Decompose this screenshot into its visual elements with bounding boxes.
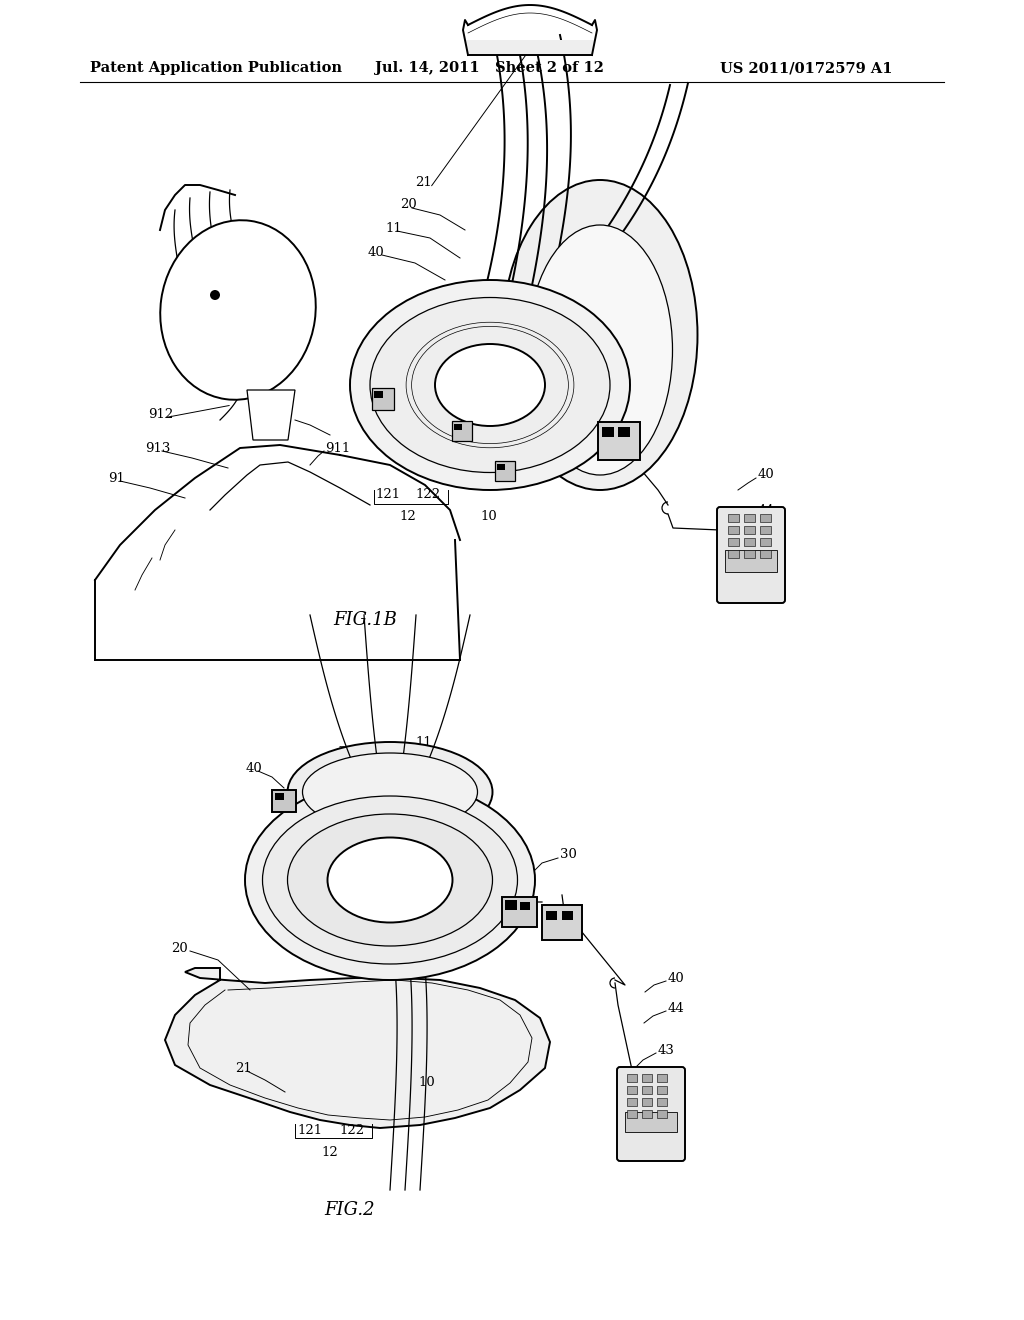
Text: 10: 10	[418, 1076, 435, 1089]
Polygon shape	[247, 389, 295, 440]
Text: 10: 10	[480, 510, 497, 523]
Ellipse shape	[370, 297, 610, 473]
Bar	[454, 424, 462, 430]
Text: 40: 40	[758, 469, 775, 482]
Ellipse shape	[302, 752, 477, 832]
Bar	[562, 911, 573, 920]
Text: 91: 91	[108, 471, 125, 484]
Text: 122: 122	[416, 488, 440, 502]
Text: FIG.2: FIG.2	[325, 1201, 376, 1218]
Text: US 2011/0172579 A1: US 2011/0172579 A1	[720, 61, 893, 75]
Bar	[725, 550, 777, 572]
Circle shape	[210, 290, 220, 300]
Bar	[728, 550, 739, 558]
Bar	[625, 1111, 677, 1133]
Bar	[602, 426, 614, 437]
Text: 40: 40	[368, 246, 385, 259]
Bar	[657, 1074, 667, 1082]
Bar	[502, 898, 537, 927]
Text: 43: 43	[658, 1044, 675, 1056]
Ellipse shape	[328, 837, 453, 923]
Bar	[657, 1098, 667, 1106]
Bar	[642, 1110, 652, 1118]
Text: Jul. 14, 2011   Sheet 2 of 12: Jul. 14, 2011 Sheet 2 of 12	[375, 61, 604, 75]
FancyBboxPatch shape	[717, 507, 785, 603]
Ellipse shape	[245, 780, 535, 979]
Ellipse shape	[288, 814, 493, 946]
Bar	[275, 793, 284, 800]
Text: 122: 122	[339, 1123, 365, 1137]
Text: 40: 40	[668, 972, 685, 985]
Bar	[760, 513, 771, 521]
Text: 121: 121	[297, 1123, 323, 1137]
Text: 21: 21	[234, 1061, 252, 1074]
Text: 20: 20	[171, 941, 188, 954]
Text: 11: 11	[385, 222, 401, 235]
Bar	[495, 461, 515, 480]
Bar	[642, 1098, 652, 1106]
Bar	[372, 388, 394, 411]
Bar	[627, 1110, 637, 1118]
Text: 912: 912	[148, 408, 173, 421]
Bar	[505, 900, 517, 909]
Bar	[744, 539, 755, 546]
Text: 30: 30	[560, 849, 577, 862]
Ellipse shape	[503, 180, 697, 490]
Polygon shape	[165, 968, 550, 1129]
Text: 911: 911	[325, 441, 350, 454]
Polygon shape	[465, 40, 595, 55]
Text: 44: 44	[668, 1002, 685, 1015]
FancyBboxPatch shape	[617, 1067, 685, 1162]
Bar	[497, 465, 505, 470]
Text: 51: 51	[578, 231, 595, 244]
Bar	[744, 550, 755, 558]
Bar	[546, 911, 557, 920]
Bar	[642, 1086, 652, 1094]
Bar	[728, 525, 739, 535]
Bar	[760, 525, 771, 535]
Bar	[627, 1098, 637, 1106]
Ellipse shape	[435, 345, 545, 426]
Bar	[760, 539, 771, 546]
Ellipse shape	[350, 280, 630, 490]
Bar	[657, 1086, 667, 1094]
Bar	[760, 550, 771, 558]
Text: 121: 121	[376, 488, 400, 502]
Ellipse shape	[288, 742, 493, 842]
Ellipse shape	[262, 796, 517, 964]
Text: 43: 43	[748, 541, 765, 554]
Bar	[657, 1110, 667, 1118]
Text: FIG.1B: FIG.1B	[333, 611, 397, 630]
Bar	[642, 1074, 652, 1082]
Bar	[627, 1074, 637, 1082]
Ellipse shape	[527, 224, 673, 475]
Text: 12: 12	[322, 1146, 338, 1159]
Text: 11: 11	[415, 735, 432, 748]
Text: 51: 51	[338, 746, 354, 759]
Bar	[452, 421, 472, 441]
Bar	[744, 525, 755, 535]
Bar	[520, 902, 530, 909]
Bar	[728, 513, 739, 521]
Bar	[728, 539, 739, 546]
Bar	[618, 426, 630, 437]
Text: 20: 20	[400, 198, 417, 211]
Ellipse shape	[160, 220, 315, 400]
Bar	[598, 422, 640, 459]
Text: 40: 40	[246, 762, 263, 775]
Text: 30: 30	[643, 379, 659, 392]
Text: 52: 52	[578, 257, 595, 271]
Text: 21: 21	[415, 177, 432, 190]
Text: 12: 12	[399, 510, 417, 523]
Text: Patent Application Publication: Patent Application Publication	[90, 61, 342, 75]
Text: 913: 913	[145, 441, 170, 454]
Text: 44: 44	[758, 503, 775, 516]
Text: 50: 50	[618, 243, 635, 256]
Bar	[272, 789, 296, 812]
Bar	[542, 906, 582, 940]
Bar	[627, 1086, 637, 1094]
Bar	[374, 391, 383, 399]
Bar	[744, 513, 755, 521]
